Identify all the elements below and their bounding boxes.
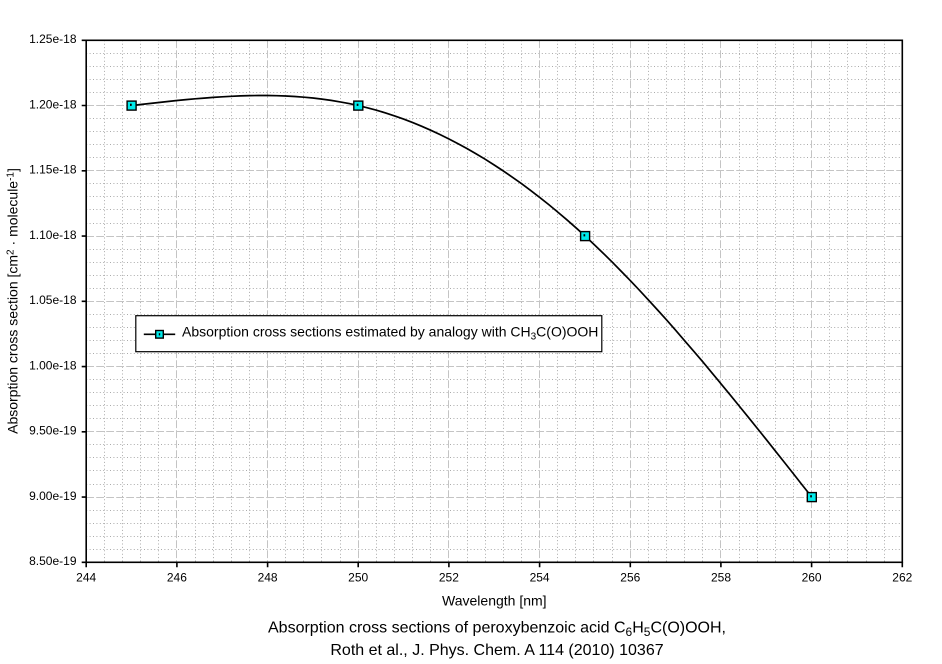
svg-text:246: 246 xyxy=(167,571,187,585)
svg-text:262: 262 xyxy=(892,571,912,585)
svg-text:Absorption cross sections of p: Absorption cross sections of peroxybenzo… xyxy=(268,620,726,640)
svg-text:Wavelength [nm]: Wavelength [nm] xyxy=(442,593,547,609)
svg-text:254: 254 xyxy=(530,571,550,585)
svg-text:Absorption cross section [cm2: Absorption cross section [cm2 · molecule… xyxy=(5,168,21,434)
svg-text:252: 252 xyxy=(439,571,459,585)
svg-text:Roth et al., J. Phys. Chem. A: Roth et al., J. Phys. Chem. A 114 (2010)… xyxy=(330,642,663,659)
svg-text:8.50e-19: 8.50e-19 xyxy=(29,554,77,568)
svg-text:Absorption cross sections esti: Absorption cross sections estimated by a… xyxy=(182,323,598,342)
svg-text:1.00e-18: 1.00e-18 xyxy=(29,358,77,372)
svg-text:9.00e-19: 9.00e-19 xyxy=(29,489,77,503)
svg-text:256: 256 xyxy=(620,571,640,585)
svg-text:9.50e-19: 9.50e-19 xyxy=(29,424,77,438)
svg-text:1.25e-18: 1.25e-18 xyxy=(29,32,77,46)
svg-text:1.05e-18: 1.05e-18 xyxy=(29,293,77,307)
svg-text:258: 258 xyxy=(711,571,731,585)
svg-text:1.15e-18: 1.15e-18 xyxy=(29,163,77,177)
svg-text:248: 248 xyxy=(258,571,278,585)
svg-text:260: 260 xyxy=(802,571,822,585)
svg-text:1.10e-18: 1.10e-18 xyxy=(29,228,77,242)
svg-text:244: 244 xyxy=(76,571,96,585)
svg-text:1.20e-18: 1.20e-18 xyxy=(29,97,77,111)
svg-text:250: 250 xyxy=(348,571,368,585)
